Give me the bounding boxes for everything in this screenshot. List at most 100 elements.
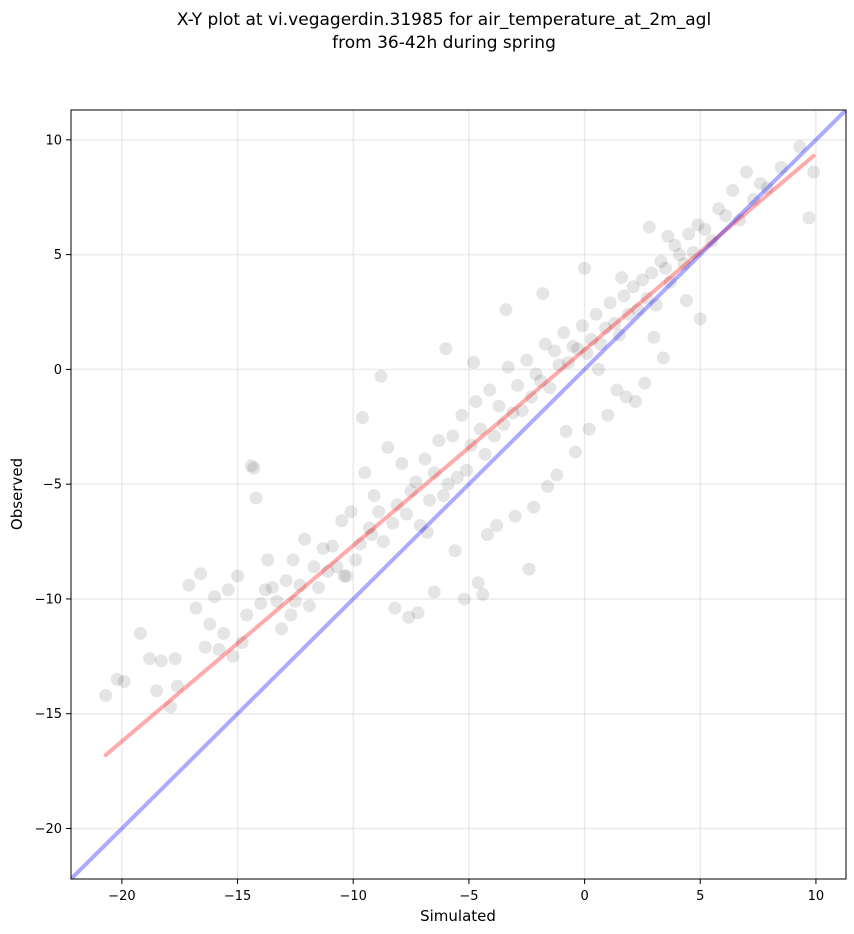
scatter-point: [679, 294, 693, 308]
scatter-point: [480, 528, 494, 542]
scatter-point: [566, 339, 580, 353]
scatter-point: [325, 539, 339, 553]
scatter-point: [467, 356, 481, 370]
scatter-point: [524, 390, 538, 404]
scatter-point: [288, 594, 302, 608]
scatter-point: [802, 211, 816, 225]
scatter-point: [302, 599, 316, 613]
y-tick-label-4: 0: [54, 363, 62, 378]
scatter-point: [557, 326, 571, 340]
scatter-point: [575, 319, 589, 333]
scatter-point: [455, 408, 469, 422]
scatter-point: [117, 675, 131, 689]
scatter-point: [258, 583, 272, 597]
scatter-point: [726, 183, 740, 197]
scatter-point: [654, 255, 668, 269]
scatter-point: [457, 592, 471, 606]
scatter-point: [150, 684, 164, 698]
scatter-point: [631, 303, 645, 317]
scatter-point: [520, 353, 534, 367]
scatter-point: [133, 626, 147, 640]
scatter-point: [638, 376, 652, 390]
scatter-point: [381, 440, 395, 454]
scatter-point: [307, 560, 321, 574]
scatter-point: [656, 351, 670, 365]
scatter-point: [529, 367, 543, 381]
scatter-point: [691, 218, 705, 232]
grid-lines: [71, 110, 846, 879]
scatter-point: [601, 408, 615, 422]
scatter-point: [235, 636, 249, 650]
scatter-point: [231, 569, 245, 583]
scatter-point: [402, 610, 416, 624]
scatter-point: [746, 193, 760, 207]
scatter-point: [807, 165, 821, 179]
scatter-point: [226, 649, 240, 663]
scatter-point: [247, 461, 261, 475]
scatter-point: [561, 356, 575, 370]
scatter-point: [388, 601, 402, 615]
scatter-point: [265, 580, 279, 594]
scatter-point: [194, 567, 208, 581]
scatter-point: [254, 597, 268, 611]
scatter-point: [420, 525, 434, 539]
scatter-point: [543, 381, 557, 395]
scatter-point: [374, 369, 388, 383]
scatter-point: [501, 360, 515, 374]
scatter-point: [649, 298, 663, 312]
scatter-point: [541, 479, 555, 493]
x-axis-label: Simulated: [420, 907, 496, 925]
x-tick-label-2: −10: [340, 889, 367, 904]
scatter-point: [353, 537, 367, 551]
x-tick-label-4: 0: [580, 889, 588, 904]
scatter-point: [337, 569, 351, 583]
scatter-point: [143, 652, 157, 666]
scatter-point: [617, 289, 631, 303]
scatter-point: [510, 378, 524, 392]
scatter-point: [284, 608, 298, 622]
scatter-point: [411, 606, 425, 620]
scatter-point: [603, 296, 617, 310]
scatter-point: [661, 229, 675, 243]
scatter-point: [439, 342, 453, 356]
scatter-point: [571, 342, 585, 356]
scatter-point: [548, 344, 562, 358]
scatter-point: [598, 321, 612, 335]
scatter-point: [578, 261, 592, 275]
scatter-point: [335, 514, 349, 528]
scatter-point: [413, 518, 427, 532]
scatter-point: [490, 518, 504, 532]
scatter-point: [589, 307, 603, 321]
scatter-point: [279, 574, 293, 588]
scatter-point: [358, 466, 372, 480]
scatter-point: [349, 553, 363, 567]
scatter-point: [612, 328, 626, 342]
scatter-point: [640, 291, 654, 305]
scatter-point: [760, 181, 774, 195]
x-tick-label-0: −20: [108, 889, 135, 904]
fit-line: [103, 153, 816, 758]
scatter-point: [249, 491, 263, 505]
scatter-point: [642, 220, 656, 234]
scatter-point: [217, 626, 231, 640]
scatter-point: [386, 516, 400, 530]
scatter-point: [154, 654, 168, 668]
reference-lines: [71, 110, 846, 879]
scatter-point: [339, 569, 353, 583]
scatter-point: [240, 608, 254, 622]
scatter-point: [316, 541, 330, 555]
scatter-point: [198, 640, 212, 654]
scatter-point: [585, 333, 599, 347]
scatter-point: [559, 424, 573, 438]
scatter-point: [321, 564, 335, 578]
scatter-point: [99, 688, 113, 702]
scatter-point: [522, 562, 536, 576]
y-tick-label-5: 5: [54, 248, 62, 263]
scatter-point: [404, 484, 418, 498]
scatter-point: [473, 422, 487, 436]
scatter-point: [212, 642, 226, 656]
x-tick-label-5: 5: [696, 889, 704, 904]
scatter-point: [446, 429, 460, 443]
scatter-point: [207, 590, 221, 604]
